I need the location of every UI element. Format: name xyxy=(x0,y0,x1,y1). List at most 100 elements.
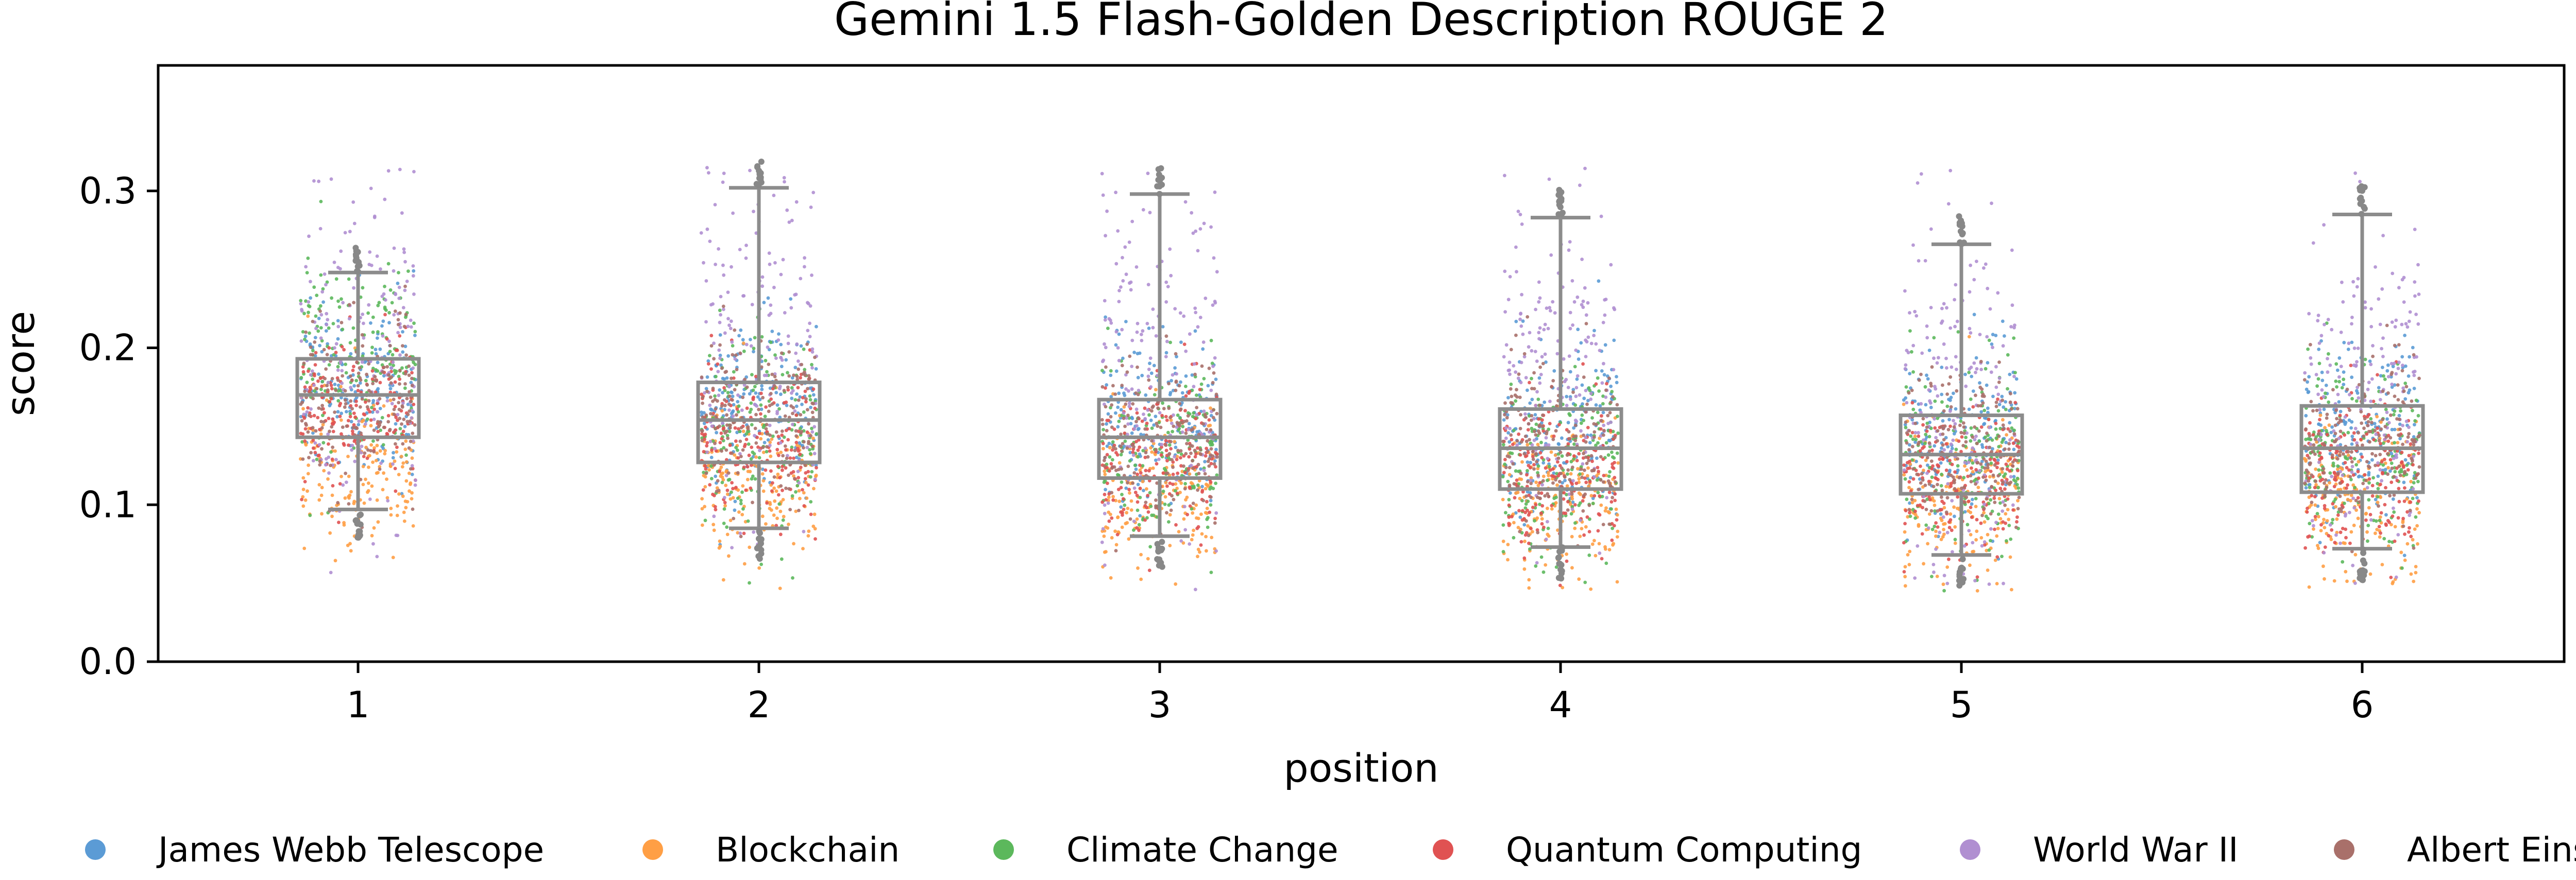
strip-point xyxy=(397,407,401,411)
strip-point xyxy=(791,576,794,580)
strip-point xyxy=(1541,570,1546,574)
strip-point xyxy=(389,375,394,379)
strip-point xyxy=(1929,227,1933,231)
strip-point xyxy=(309,345,313,349)
strip-point xyxy=(1163,495,1167,499)
strip-point xyxy=(786,334,790,338)
strip-point xyxy=(1186,438,1190,442)
strip-point xyxy=(1198,550,1201,554)
strip-point xyxy=(741,429,745,433)
strip-point xyxy=(1924,458,1928,462)
strip-point xyxy=(779,272,783,277)
strip-point xyxy=(791,422,794,426)
strip-point xyxy=(1975,589,1979,593)
strip-point xyxy=(378,347,382,351)
strip-point xyxy=(1980,544,1984,548)
strip-point xyxy=(727,323,731,327)
strip-point xyxy=(1996,512,2001,516)
strip-point xyxy=(301,407,305,411)
strip-point xyxy=(1151,513,1156,517)
strip-point xyxy=(1109,373,1113,377)
strip-point xyxy=(802,491,806,495)
strip-point xyxy=(1589,433,1593,437)
strip-point xyxy=(1134,391,1138,395)
strip-point xyxy=(2014,377,2019,381)
strip-point xyxy=(1602,361,1605,366)
strip-point xyxy=(1987,338,1991,342)
strip-point xyxy=(332,353,336,357)
strip-point xyxy=(2001,509,2005,513)
strip-point xyxy=(757,456,761,460)
strip-point xyxy=(1973,438,1977,442)
strip-point xyxy=(2007,517,2011,522)
strip-point xyxy=(706,359,710,363)
strip-point xyxy=(387,310,391,315)
strip-point xyxy=(354,404,358,407)
strip-point xyxy=(1188,486,1192,490)
strip-point xyxy=(774,391,778,394)
strip-point xyxy=(1923,385,1927,389)
strip-point xyxy=(718,539,722,543)
strip-point xyxy=(709,464,713,468)
strip-point xyxy=(1920,532,1924,536)
strip-point xyxy=(1506,479,1510,484)
strip-point xyxy=(1189,463,1193,468)
strip-point xyxy=(782,435,786,439)
strip-point xyxy=(766,296,770,300)
strip-point xyxy=(1575,377,1579,381)
strip-point xyxy=(1118,444,1123,448)
strip-point xyxy=(1111,498,1115,502)
strip-point xyxy=(376,303,380,307)
strip-point xyxy=(1936,394,1940,398)
strip-point xyxy=(1578,472,1582,476)
strip-point xyxy=(1969,366,1973,369)
strip-point xyxy=(733,426,737,430)
strip-point xyxy=(1141,329,1145,333)
strip-point xyxy=(1581,462,1585,466)
strip-point xyxy=(1906,515,1910,519)
strip-point xyxy=(779,557,784,561)
strip-point xyxy=(352,365,355,369)
strip-point xyxy=(1991,333,1995,337)
strip-point xyxy=(1100,500,1105,504)
strip-point xyxy=(1986,361,1990,365)
strip-point xyxy=(349,549,353,553)
strip-point xyxy=(378,407,382,410)
strip-point xyxy=(1184,452,1188,456)
strip-point xyxy=(1583,286,1587,290)
strip-point xyxy=(1592,430,1597,434)
strip-point xyxy=(1164,355,1168,358)
strip-point xyxy=(1523,435,1528,438)
strip-point xyxy=(1104,405,1108,409)
strip-point xyxy=(803,265,806,269)
strip-point xyxy=(727,429,732,434)
strip-point xyxy=(337,404,342,408)
strip-point xyxy=(1531,450,1535,454)
strip-point xyxy=(1524,376,1528,379)
strip-point xyxy=(796,386,800,390)
strip-point xyxy=(1975,517,1979,522)
strip-point xyxy=(1523,506,1528,510)
strip-point xyxy=(1933,399,1937,403)
strip-point xyxy=(1523,539,1527,543)
strip-point xyxy=(375,410,379,414)
strip-point xyxy=(370,533,374,538)
strip-point xyxy=(1143,427,1147,431)
strip-point xyxy=(1111,384,1115,388)
strip-point xyxy=(362,501,366,505)
strip-point xyxy=(1174,388,1178,392)
strip-point xyxy=(1199,382,1204,386)
strip-point xyxy=(1983,466,1987,470)
strip-point xyxy=(1982,408,1987,412)
strip-point xyxy=(306,256,310,260)
strip-point xyxy=(318,463,322,467)
strip-point xyxy=(1535,561,1539,565)
strip-point xyxy=(398,368,402,372)
strip-point xyxy=(1114,469,1118,472)
strip-point xyxy=(341,483,345,487)
strip-point xyxy=(1207,418,1211,422)
strip-point xyxy=(1591,502,1595,506)
strip-point xyxy=(341,425,345,429)
strip-point xyxy=(712,463,716,467)
strip-point xyxy=(1592,329,1596,333)
